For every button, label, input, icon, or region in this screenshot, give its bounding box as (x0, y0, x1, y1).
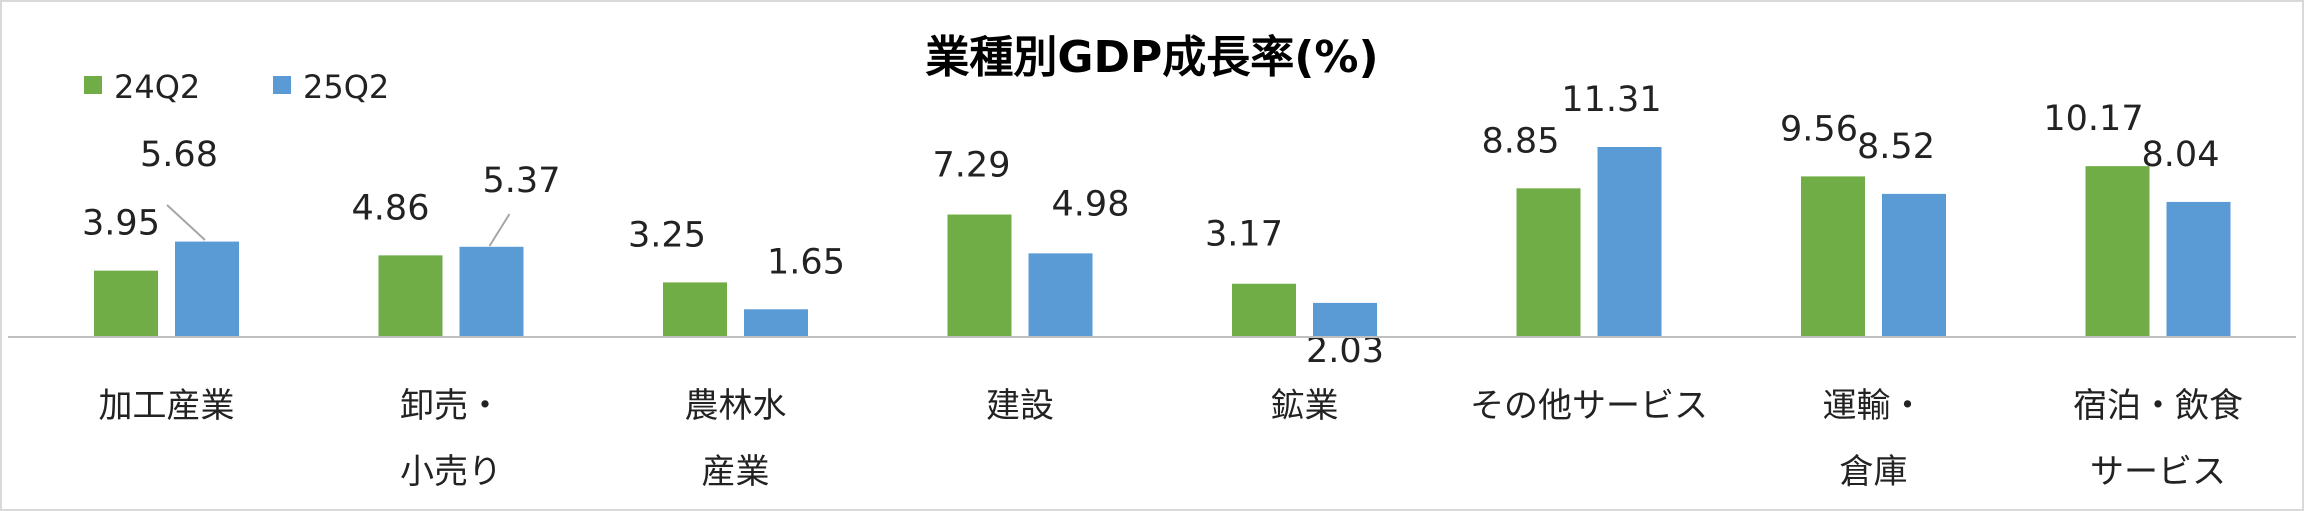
legend-swatch-1 (273, 76, 291, 94)
value-label-24Q2-7: 10.17 (2043, 99, 2143, 139)
category-label-7-line-0: 宿泊・飲食 (2073, 386, 2243, 426)
bar-24Q2-7 (2085, 166, 2150, 337)
category-label-7-line-1: サービス (2090, 452, 2226, 492)
bar-24Q2-5 (1516, 188, 1581, 337)
leader-line-1 (488, 213, 511, 247)
bars-group (94, 147, 2231, 337)
value-label-24Q2-3: 7.29 (933, 146, 1011, 186)
bar-24Q2-4 (1232, 283, 1296, 337)
bar-25Q2-6 (1882, 193, 1946, 337)
category-label-1-line-0: 卸売・ (400, 386, 502, 426)
value-label-24Q2-0: 3.95 (82, 204, 160, 244)
leader-line-0 (166, 204, 206, 241)
value-label-24Q2-1: 4.86 (352, 188, 430, 228)
legend-label-1: 25Q2 (303, 68, 389, 106)
category-label-5-line-0: その他サービス (1470, 386, 1708, 426)
bar-25Q2-4 (1313, 302, 1377, 337)
value-label-25Q2-3: 4.98 (1052, 184, 1130, 224)
value-label-25Q2-2: 1.65 (767, 242, 845, 282)
bar-24Q2-0 (94, 270, 158, 337)
bar-25Q2-2 (744, 309, 808, 337)
legend-swatch-0 (84, 76, 102, 94)
value-label-25Q2-7: 8.04 (2142, 135, 2220, 175)
value-label-24Q2-6: 9.56 (1780, 109, 1858, 149)
value-label-25Q2-0: 5.68 (140, 135, 218, 175)
category-label-1-line-1: 小売り (400, 452, 502, 492)
value-label-25Q2-5: 11.31 (1561, 80, 1661, 120)
category-label-6-line-0: 運輸・ (1823, 386, 1925, 426)
category-label-6-line-1: 倉庫 (1840, 452, 1908, 492)
bar-24Q2-2 (663, 282, 727, 337)
bar-25Q2-0 (175, 241, 239, 337)
bar-25Q2-1 (459, 246, 524, 337)
legend-label-0: 24Q2 (114, 68, 200, 106)
chart-title: 業種別GDP成長率(%) (925, 32, 1378, 83)
value-label-24Q2-4: 3.17 (1205, 215, 1283, 255)
legend: 24Q2 25Q2 (84, 68, 389, 106)
leader-lines-group (166, 204, 511, 247)
bar-24Q2-3 (947, 214, 1012, 337)
bar-25Q2-7 (2166, 201, 2231, 337)
bar-25Q2-5 (1597, 147, 1662, 337)
bar-24Q2-6 (1801, 176, 1865, 337)
category-label-4-line-0: 鉱業 (1271, 386, 1339, 426)
bar-25Q2-3 (1028, 253, 1093, 337)
value-label-24Q2-5: 8.85 (1482, 121, 1560, 161)
value-labels-group: 3.955.684.865.373.251.657.294.983.172.03… (82, 80, 2219, 371)
bar-24Q2-1 (378, 255, 443, 337)
value-label-24Q2-2: 3.25 (628, 215, 706, 255)
value-label-25Q2-6: 8.52 (1857, 127, 1935, 167)
value-label-25Q2-1: 5.37 (483, 161, 561, 201)
category-label-3-line-0: 建設 (986, 386, 1054, 426)
category-label-2-line-1: 産業 (702, 452, 770, 492)
category-label-2-line-0: 農林水 (685, 386, 787, 426)
category-label-0-line-0: 加工産業 (99, 386, 235, 426)
